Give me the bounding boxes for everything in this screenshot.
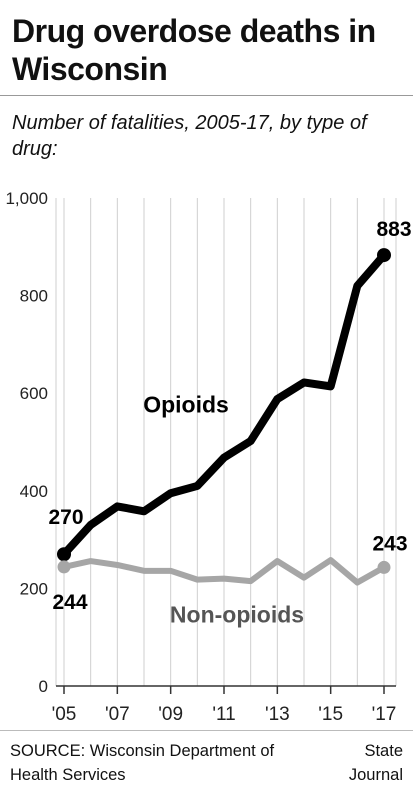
source-note: SOURCE: Wisconsin Department of Health S… bbox=[10, 742, 275, 784]
series-line-non-opioids bbox=[61, 557, 387, 586]
x-tick-label: '13 bbox=[265, 704, 290, 725]
y-tick-label: 0 bbox=[39, 677, 48, 696]
start-point-dot bbox=[57, 547, 71, 562]
data-label-end: 883 bbox=[376, 218, 411, 241]
series-label-opioids: Opioids bbox=[143, 392, 229, 418]
chart-subtitle: Number of fatalities, 2005-17, by type o… bbox=[12, 112, 367, 160]
x-tick-label: '11 bbox=[212, 704, 235, 725]
end-point-dot bbox=[377, 248, 391, 263]
series-label-non-opioids: Non-opioids bbox=[170, 602, 304, 628]
x-tick-label: '17 bbox=[372, 704, 397, 725]
y-tick-label: 600 bbox=[20, 384, 48, 403]
x-tick-label: '09 bbox=[158, 704, 183, 725]
y-tick-label: 800 bbox=[20, 287, 48, 306]
data-label-end: 243 bbox=[372, 532, 407, 555]
footer-divider bbox=[0, 730, 413, 731]
y-tick-label: 200 bbox=[20, 579, 48, 598]
credit-note: State Journal bbox=[348, 742, 403, 784]
x-tick-label: '05 bbox=[52, 704, 77, 725]
title-divider bbox=[0, 95, 413, 96]
y-tick-label: 400 bbox=[20, 482, 48, 501]
x-tick-label: '07 bbox=[105, 704, 130, 725]
data-label-start: 244 bbox=[52, 591, 87, 614]
data-label-start: 270 bbox=[48, 506, 83, 529]
chart-title: Drug overdose deaths in Wisconsin bbox=[12, 13, 376, 87]
x-tick-label: '15 bbox=[318, 704, 343, 725]
series-line-opioids bbox=[60, 251, 388, 559]
start-point-dot bbox=[57, 560, 71, 574]
end-point-dot bbox=[377, 560, 391, 574]
line-chart: 0 200 400 600 800 1,000 '05 '07 '09 '11 '13 '15 '17 2… bbox=[5, 189, 411, 725]
y-tick-label: 1,000 bbox=[5, 189, 48, 208]
